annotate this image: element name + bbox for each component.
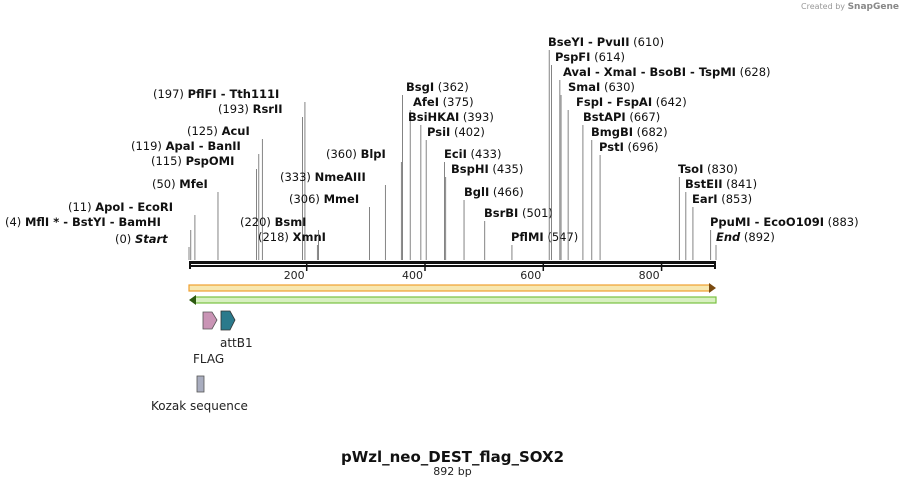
snapgene-logo: SnapGene bbox=[847, 2, 899, 12]
backbone-start-cap bbox=[189, 261, 191, 269]
scale-tick-label: 600 bbox=[520, 269, 541, 282]
flag-feature-arrow bbox=[202, 311, 218, 330]
site-label: (220) BsmI bbox=[240, 215, 306, 229]
site-label: BsgI (362) bbox=[406, 80, 469, 94]
scale-tick-label: 200 bbox=[284, 269, 305, 282]
site-label: (0) Start bbox=[115, 232, 168, 246]
snapgene-credit: Created by SnapGene bbox=[801, 2, 899, 12]
scale-tick-label: 400 bbox=[402, 269, 423, 282]
site-label: End (892) bbox=[716, 230, 775, 244]
site-label: BstEII (841) bbox=[685, 177, 757, 191]
site-label: EarI (853) bbox=[692, 192, 752, 206]
plasmid-length: 892 bp bbox=[433, 465, 472, 478]
site-label: (125) AcuI bbox=[187, 124, 250, 138]
kozak-feature-label: Kozak sequence bbox=[151, 399, 248, 413]
site-label: (360) BlpI bbox=[326, 147, 386, 161]
site-label: BmgBI (682) bbox=[591, 125, 668, 139]
site-label: (193) RsrII bbox=[218, 102, 283, 116]
site-label: BstAPI (667) bbox=[583, 110, 660, 124]
site-label: (4) MflI * - BstYI - BamHI bbox=[5, 215, 161, 229]
reverse-arrow-head bbox=[189, 295, 196, 305]
attb1-feature-label: attB1 bbox=[220, 336, 253, 350]
site-label: PsiI (402) bbox=[427, 125, 485, 139]
site-label: (197) PflFI - Tth111I bbox=[153, 87, 279, 101]
backbone-top-strand bbox=[189, 261, 716, 264]
site-label: BseYI - PvuII (610) bbox=[548, 35, 664, 49]
site-label: PstI (696) bbox=[599, 140, 658, 154]
site-label: (306) MmeI bbox=[289, 192, 359, 206]
site-label: TsoI (830) bbox=[678, 162, 738, 176]
forward-strand-bar bbox=[188, 284, 711, 292]
site-label: (218) XmnI bbox=[258, 230, 326, 244]
site-label: SmaI (630) bbox=[568, 80, 635, 94]
site-label: PpuMI - EcoO109I (883) bbox=[710, 215, 859, 229]
credit-prefix: Created by bbox=[801, 2, 846, 11]
site-label: AvaI - XmaI - BsoBI - TspMI (628) bbox=[563, 65, 771, 79]
site-label: (11) ApoI - EcoRI bbox=[68, 200, 173, 214]
site-label: FspI - FspAI (642) bbox=[576, 95, 687, 109]
plasmid-name: pWzl_neo_DEST_flag_SOX2 bbox=[340, 448, 565, 466]
site-label: BspHI (435) bbox=[451, 162, 523, 176]
site-label: BsrBI (501) bbox=[484, 206, 553, 220]
backbone-bottom-strand bbox=[189, 265, 716, 267]
reverse-strand-bar bbox=[194, 296, 717, 304]
site-label: PspFI (614) bbox=[555, 50, 625, 64]
site-label: (50) MfeI bbox=[152, 177, 208, 191]
site-label: (119) ApaI - BanII bbox=[131, 139, 241, 153]
site-label: AfeI (375) bbox=[413, 95, 474, 109]
backbone-end-cap bbox=[714, 261, 716, 269]
kozak-feature-box bbox=[196, 375, 205, 393]
site-label: BsiHKAI (393) bbox=[408, 110, 494, 124]
forward-arrow-head bbox=[709, 283, 716, 293]
site-label: BglI (466) bbox=[464, 185, 524, 199]
site-label: EciI (433) bbox=[444, 147, 502, 161]
site-label: (333) NmeAIII bbox=[280, 170, 366, 184]
scale-tick-label: 800 bbox=[639, 269, 660, 282]
attb1-feature-arrow bbox=[220, 310, 236, 331]
flag-feature-label: FLAG bbox=[193, 352, 224, 366]
site-label: (115) PspOMI bbox=[151, 154, 234, 168]
